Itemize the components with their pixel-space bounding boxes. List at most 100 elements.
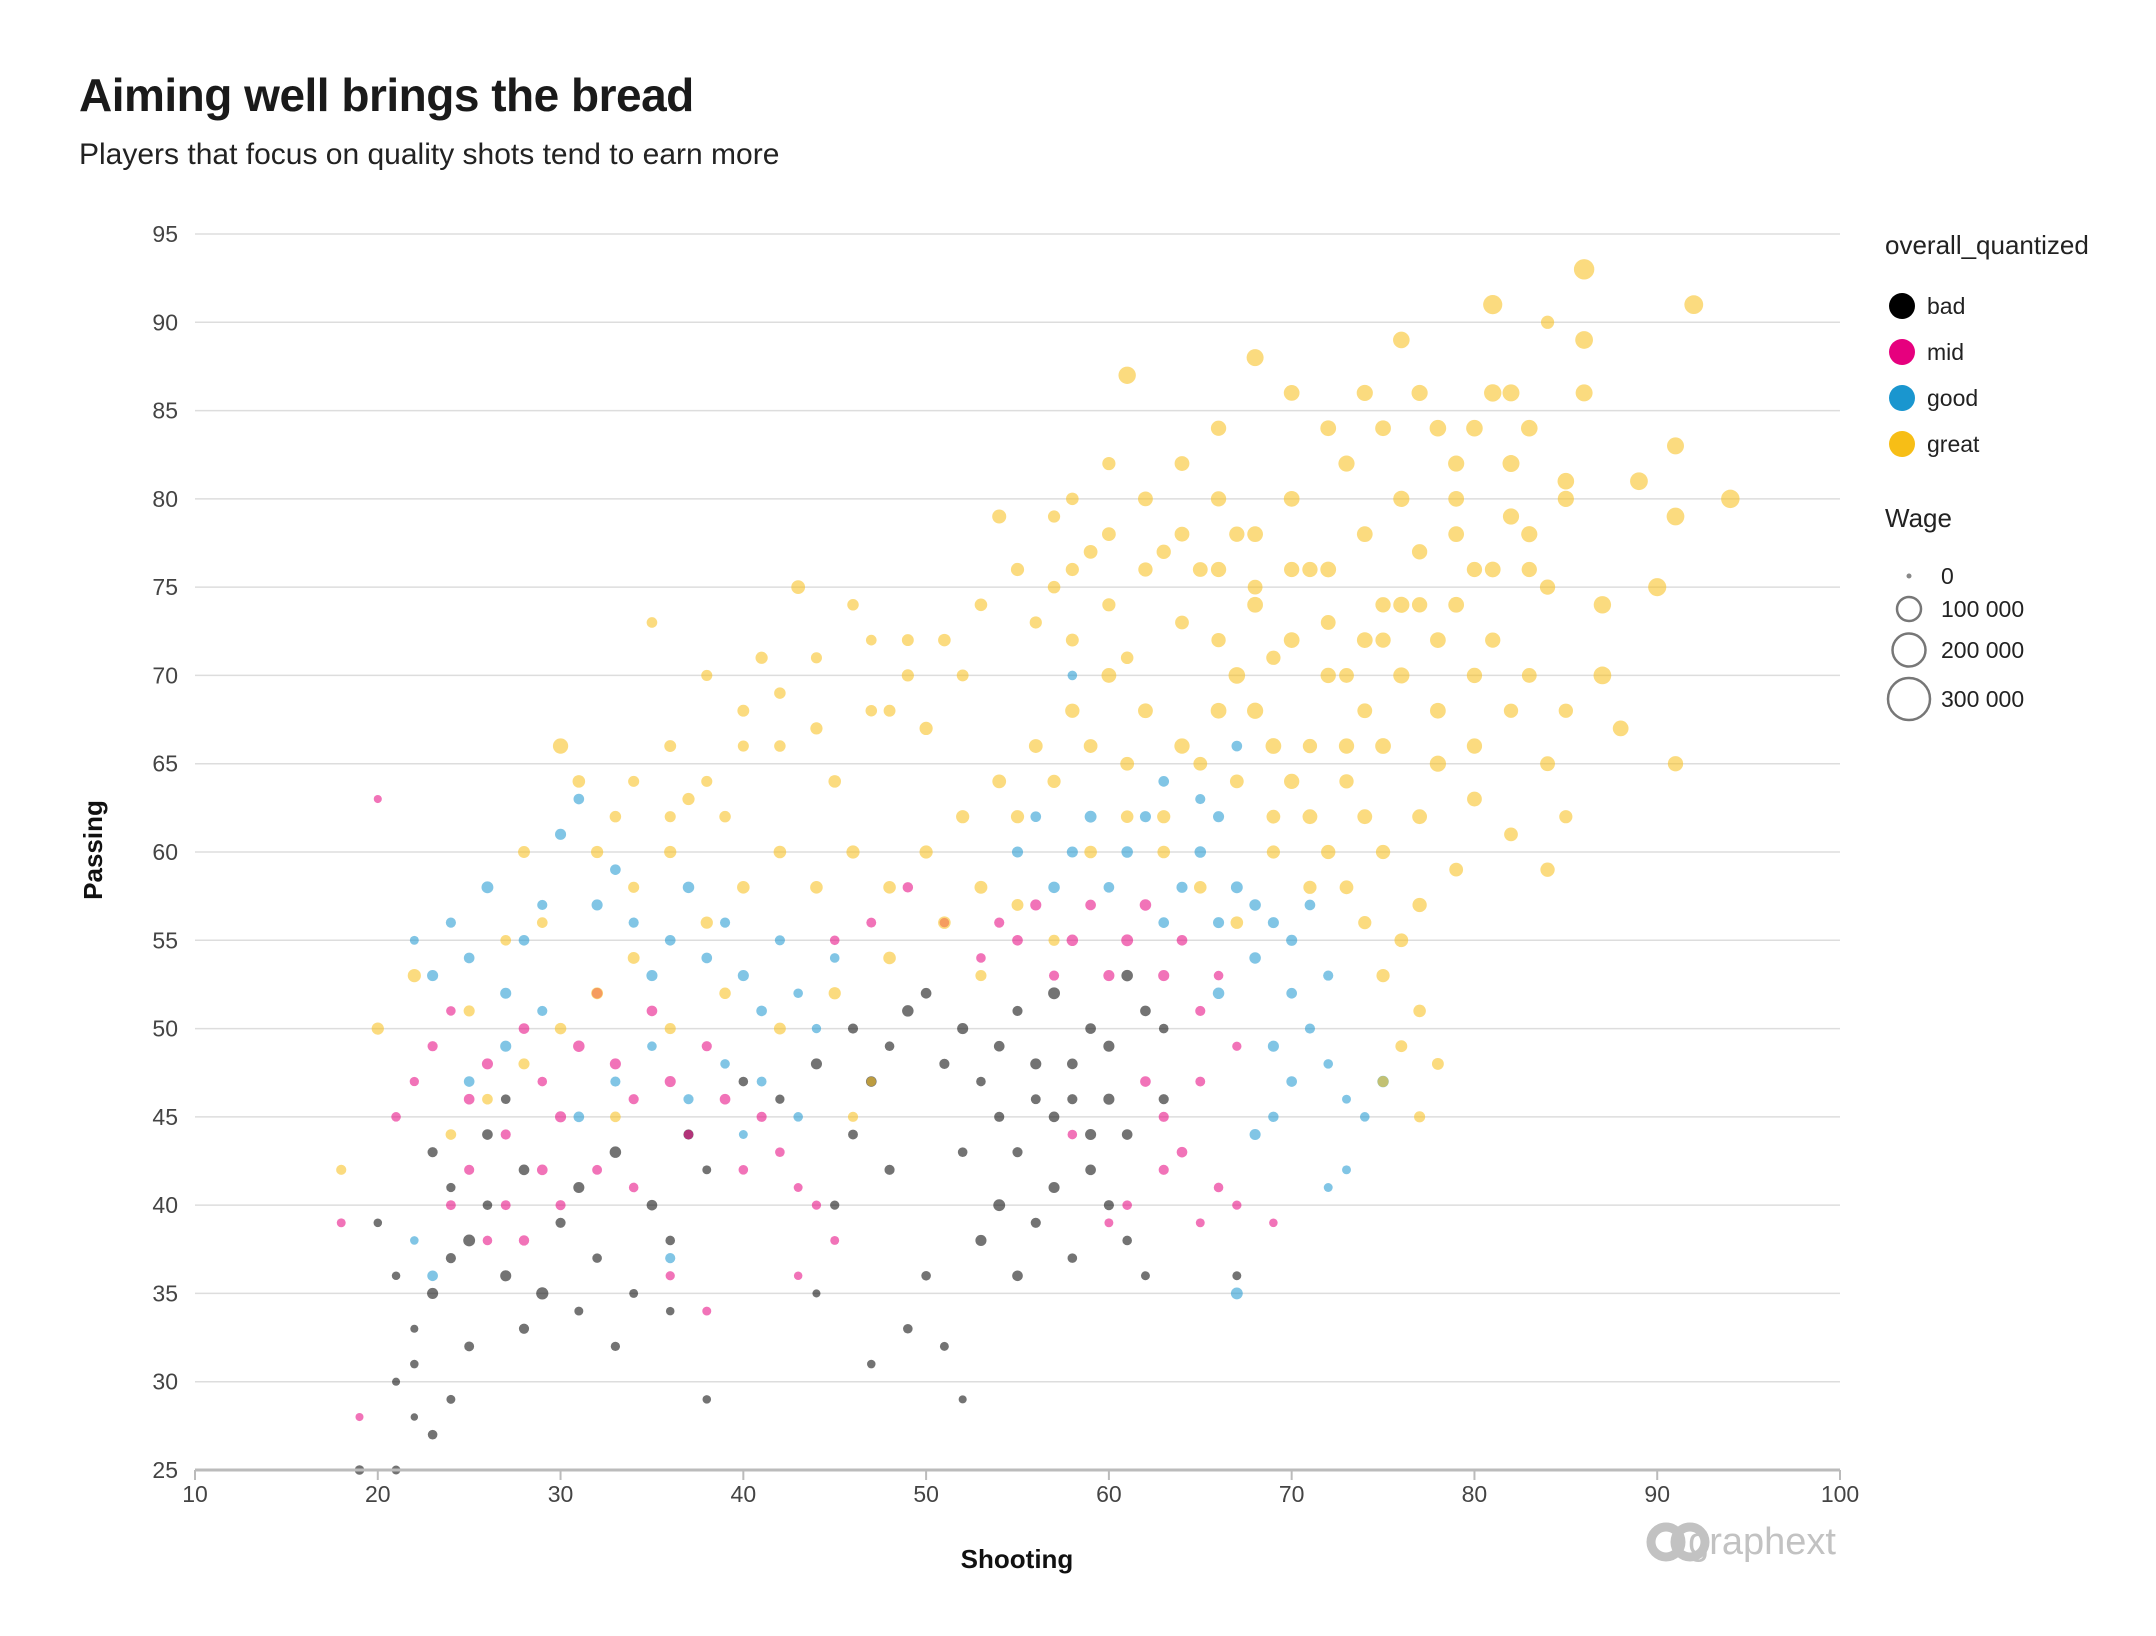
data-point-bad (629, 1288, 639, 1298)
data-point-great (1448, 490, 1465, 507)
x-tick-label: 20 (365, 1481, 391, 1507)
data-point-great (1138, 562, 1153, 577)
data-point-good (738, 1130, 748, 1139)
data-point-great (737, 740, 749, 752)
data-point-great (1449, 862, 1464, 877)
data-point-good (1139, 811, 1151, 823)
x-tick-label: 50 (913, 1481, 939, 1507)
y-tick-label: 75 (152, 574, 178, 600)
data-point-great (1102, 456, 1116, 471)
data-point-great (1028, 739, 1043, 753)
graphext-logo: graphext (1646, 1521, 1836, 1563)
data-point-great (774, 687, 786, 699)
data-point-good (1212, 987, 1225, 1000)
data-point-bad (391, 1271, 401, 1281)
data-point-great (1412, 897, 1427, 913)
data-point-mid (1030, 899, 1042, 911)
legend: overall_quantized bad mid good great Wage 0… (1885, 230, 2089, 722)
data-point-great (628, 881, 640, 893)
data-point-great (1047, 774, 1061, 788)
data-point-great (1557, 472, 1575, 490)
y-tick-label: 40 (152, 1192, 178, 1218)
data-point-great (974, 598, 988, 612)
data-point-mid (756, 1111, 767, 1122)
data-point-great (1065, 562, 1079, 577)
data-point-great (1430, 702, 1446, 719)
data-point-great (865, 634, 877, 646)
data-point-bad (592, 1253, 602, 1263)
data-point-mid (409, 1076, 419, 1087)
data-point-mid (1232, 1041, 1242, 1051)
data-point-great (1102, 527, 1116, 542)
size-legend-circle (1895, 595, 1923, 623)
data-point-bad (1067, 1058, 1078, 1070)
data-point-mid (719, 1093, 731, 1105)
data-point-mid (427, 1041, 438, 1052)
data-point-great (1412, 809, 1428, 825)
data-point-good (701, 952, 713, 964)
data-point-great (646, 617, 658, 628)
data-point-great (992, 509, 1007, 524)
data-point-good (1121, 846, 1133, 858)
data-point-good (1176, 881, 1188, 893)
data-point-bad (1122, 1235, 1132, 1246)
data-point-good (1323, 1183, 1333, 1192)
data-point-great (1083, 739, 1098, 753)
data-point-bad (1067, 1094, 1078, 1105)
data-point-mid (1158, 970, 1170, 982)
data-point-great (1174, 738, 1190, 754)
data-point-great (1339, 668, 1354, 683)
data-point-good (1304, 1023, 1316, 1034)
data-point-mid (1122, 1200, 1132, 1210)
data-point-great (810, 722, 823, 735)
data-point-mid (555, 1200, 566, 1211)
data-point-bad (1140, 1271, 1150, 1281)
data-point-mid (902, 882, 914, 893)
data-point-great (1520, 419, 1538, 437)
data-point-great (1011, 899, 1024, 911)
data-point-great (482, 1093, 493, 1105)
data-point-bad (957, 1023, 969, 1035)
data-point-great (1302, 738, 1318, 754)
y-tick-label: 95 (152, 221, 178, 247)
data-point-great (1284, 561, 1300, 578)
data-point-great (1029, 616, 1042, 629)
data-point-bad (1103, 1040, 1115, 1052)
size-legend-title: Wage (1885, 503, 1952, 533)
data-point-great (1247, 596, 1263, 613)
data-point-great (1429, 755, 1446, 772)
data-point-great (719, 810, 731, 823)
data-point-great (1483, 295, 1503, 315)
data-point-good (756, 1005, 767, 1017)
data-point-bad (1048, 1111, 1060, 1123)
data-point-great (1283, 490, 1300, 507)
data-point-great (1118, 366, 1136, 384)
data-point-great (1559, 810, 1573, 824)
data-point-great (1667, 437, 1684, 455)
data-point-great (1539, 579, 1556, 595)
data-point-mid (1048, 970, 1060, 981)
data-point-bad (574, 1306, 584, 1316)
data-point-great (1246, 349, 1264, 367)
data-point-bad (518, 1323, 530, 1334)
data-point-mid (830, 1235, 840, 1245)
data-point-mid (536, 1164, 548, 1176)
data-point-bad (867, 1359, 876, 1369)
x-tick-label: 60 (1096, 1481, 1122, 1507)
data-point-bad (427, 1287, 439, 1299)
data-point-mid (1158, 1111, 1169, 1122)
data-point-great (1157, 810, 1171, 824)
data-point-great (664, 1023, 676, 1035)
data-point-great (1047, 580, 1061, 594)
data-point-great (1065, 703, 1080, 718)
data-point-good (1213, 917, 1225, 929)
data-point-bad (610, 1341, 621, 1352)
data-point-great (1430, 632, 1446, 648)
data-point-bad (1048, 987, 1060, 1000)
data-point-bad (446, 1182, 456, 1193)
data-point-good (646, 970, 658, 982)
data-point-mid (1176, 934, 1188, 946)
data-point-great (1504, 827, 1518, 842)
y-tick-label: 70 (152, 662, 178, 688)
data-point-great (1502, 384, 1520, 402)
